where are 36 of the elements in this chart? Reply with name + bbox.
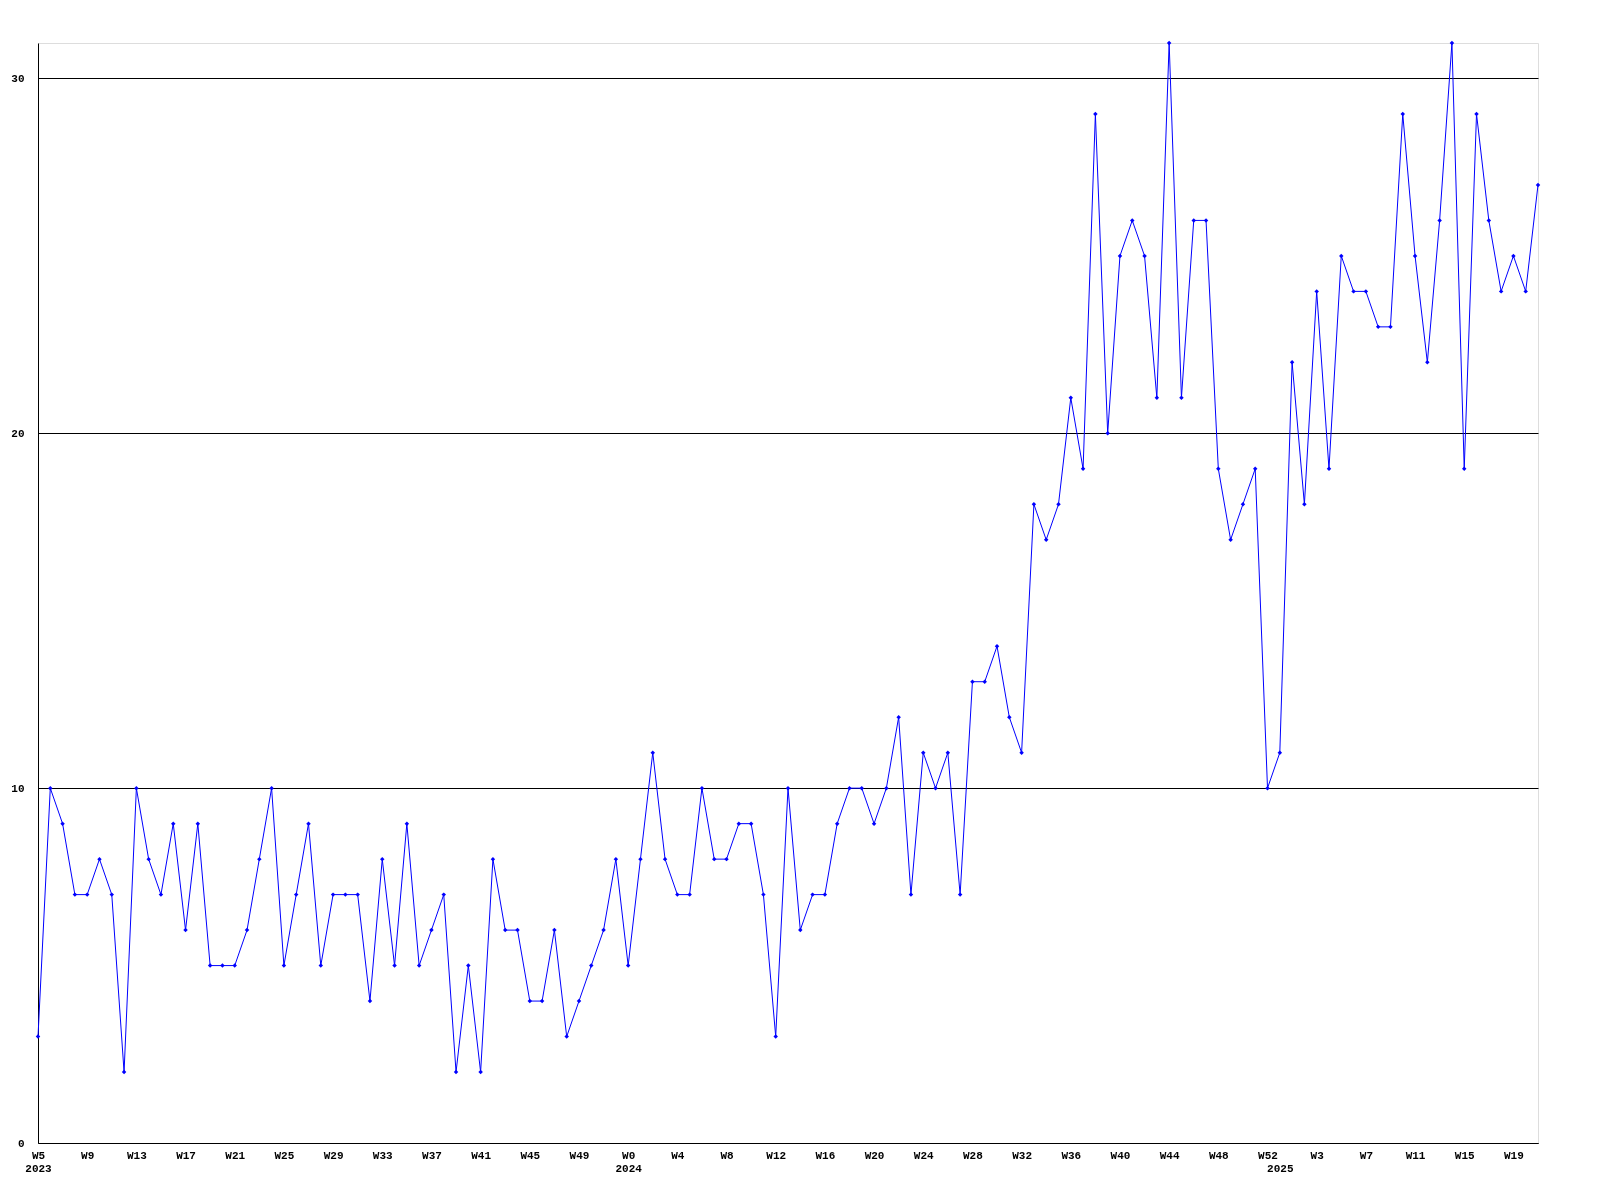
x-tick-label: W24: [913, 1149, 935, 1162]
x-tick-label: W7: [1359, 1149, 1373, 1162]
x-tick-label: W36: [1061, 1149, 1082, 1162]
x-tick-label: W33: [372, 1149, 394, 1162]
x-tick-label: W5 2023: [25, 1149, 53, 1175]
x-tick-label: W40: [1110, 1149, 1131, 1162]
x-tick-label: W52: [1258, 1149, 1278, 1162]
x-tick-label: W17: [176, 1149, 196, 1162]
x-tick-label: W20: [864, 1149, 885, 1162]
x-tick-label: W15: [1454, 1149, 1476, 1162]
y-tick-label: 20: [11, 427, 25, 440]
x-tick-label: W4: [671, 1149, 685, 1162]
x-tick-label: W16: [815, 1149, 836, 1162]
y-tick-label: 0: [17, 1137, 25, 1150]
x-tick-label: 2025: [1267, 1162, 1294, 1175]
x-tick-label: W9: [81, 1149, 95, 1162]
x-tick-label: W44: [1159, 1149, 1180, 1162]
x-tick-label: W28: [963, 1149, 984, 1162]
y-tick-label: 30: [11, 72, 25, 85]
x-tick-label: W32: [1012, 1149, 1033, 1162]
x-tick-label: W19: [1504, 1149, 1524, 1162]
x-tick-label: W12: [766, 1149, 787, 1162]
x-tick-label: W25: [274, 1149, 295, 1162]
x-tick-label: W48: [1208, 1149, 1230, 1162]
x-tick-label: W21: [225, 1149, 246, 1162]
x-tick-label: W11: [1405, 1149, 1426, 1162]
y-tick-label: 10: [11, 782, 25, 795]
x-tick-label: W0 2024: [615, 1149, 643, 1175]
x-tick-label: W3: [1310, 1149, 1325, 1162]
x-tick-label: W37: [422, 1149, 442, 1162]
x-tick-label: W45: [520, 1149, 541, 1162]
x-tick-label: W29: [323, 1149, 344, 1162]
x-tick-label: W8: [720, 1149, 735, 1162]
x-tick-label: W13: [126, 1149, 148, 1162]
x-tick-label: W41: [471, 1149, 492, 1162]
x-tick-label: W49: [569, 1149, 590, 1162]
